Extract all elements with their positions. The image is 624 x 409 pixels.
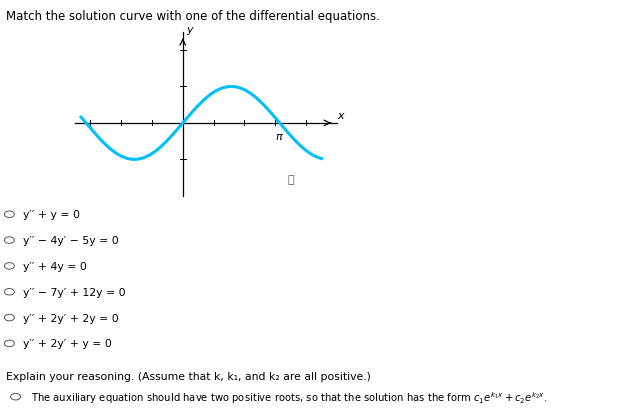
Text: y′′ + 4y = 0: y′′ + 4y = 0 (23, 261, 87, 271)
Text: ⓘ: ⓘ (288, 175, 294, 185)
Text: $\pi$: $\pi$ (275, 132, 284, 142)
Text: Explain your reasoning. (Assume that k, k₁, and k₂ are all positive.): Explain your reasoning. (Assume that k, … (6, 371, 371, 381)
Text: y′′ + 2y′ + y = 0: y′′ + 2y′ + y = 0 (23, 339, 112, 348)
Text: y′′ − 4y′ − 5y = 0: y′′ − 4y′ − 5y = 0 (23, 236, 119, 245)
Text: y′′ + y = 0: y′′ + y = 0 (23, 210, 80, 220)
Text: Match the solution curve with one of the differential equations.: Match the solution curve with one of the… (6, 10, 380, 23)
Text: y: y (187, 25, 193, 34)
Text: x: x (337, 111, 344, 121)
Text: The auxiliary equation should have two positive roots, so that the solution has : The auxiliary equation should have two p… (31, 389, 547, 405)
Text: y′′ − 7y′ + 12y = 0: y′′ − 7y′ + 12y = 0 (23, 287, 125, 297)
Text: y′′ + 2y′ + 2y = 0: y′′ + 2y′ + 2y = 0 (23, 313, 119, 323)
